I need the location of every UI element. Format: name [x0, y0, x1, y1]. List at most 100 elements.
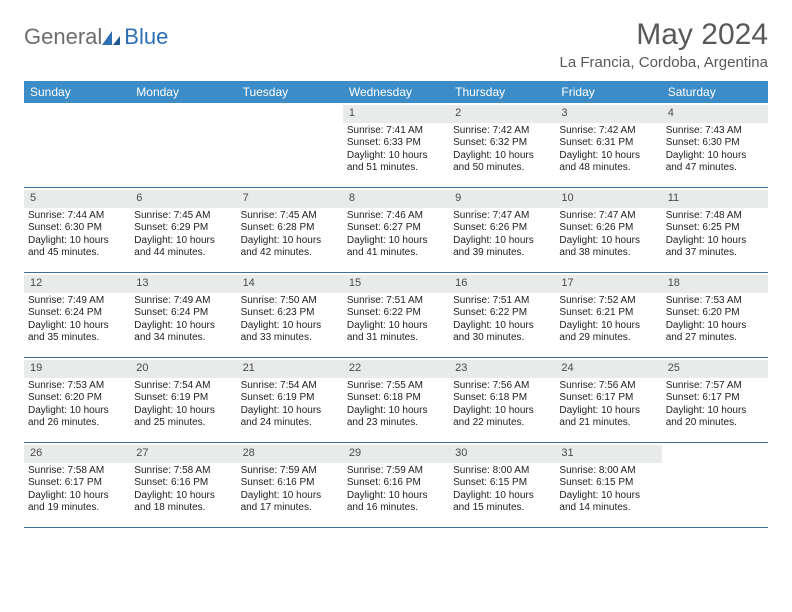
daylight-line: Daylight: 10 hours and 51 minutes. [347, 150, 445, 175]
day-number: 17 [555, 275, 661, 293]
sunset-line: Sunset: 6:19 PM [241, 392, 339, 405]
sunrise-line: Sunrise: 7:51 AM [453, 295, 551, 308]
day-cell: 9Sunrise: 7:47 AMSunset: 6:26 PMDaylight… [449, 188, 555, 272]
day-number: 21 [237, 360, 343, 378]
sunset-line: Sunset: 6:25 PM [666, 222, 764, 235]
day-cell [237, 103, 343, 187]
day-header: Tuesday [237, 81, 343, 103]
sunrise-line: Sunrise: 7:46 AM [347, 210, 445, 223]
day-cell: 4Sunrise: 7:43 AMSunset: 6:30 PMDaylight… [662, 103, 768, 187]
daylight-line: Daylight: 10 hours and 44 minutes. [134, 235, 232, 260]
daylight-line: Daylight: 10 hours and 38 minutes. [559, 235, 657, 260]
sunrise-line: Sunrise: 7:59 AM [347, 465, 445, 478]
daylight-line: Daylight: 10 hours and 30 minutes. [453, 320, 551, 345]
daylight-line: Daylight: 10 hours and 50 minutes. [453, 150, 551, 175]
day-number: 22 [343, 360, 449, 378]
weeks-container: 1Sunrise: 7:41 AMSunset: 6:33 PMDaylight… [24, 103, 768, 528]
sunrise-line: Sunrise: 7:49 AM [134, 295, 232, 308]
brand-logo: General Blue [24, 18, 168, 50]
sunrise-line: Sunrise: 7:58 AM [134, 465, 232, 478]
day-cell: 30Sunrise: 8:00 AMSunset: 6:15 PMDayligh… [449, 443, 555, 527]
day-number: 29 [343, 445, 449, 463]
day-cell: 8 Sunrise: 7:46 AMSunset: 6:27 PMDaylight… [343, 188, 449, 272]
sunrise-line: Sunrise: 7:51 AM [347, 295, 445, 308]
day-number: 8 [343, 190, 449, 208]
brand-text-1: General [24, 24, 102, 50]
sunrise-line: Sunrise: 7:52 AM [559, 295, 657, 308]
sunrise-line: Sunrise: 7:44 AM [28, 210, 126, 223]
daylight-line: Daylight: 10 hours and 22 minutes. [453, 405, 551, 430]
sunrise-line: Sunrise: 7:55 AM [347, 380, 445, 393]
day-number: 31 [555, 445, 661, 463]
daylight-line: Daylight: 10 hours and 41 minutes. [347, 235, 445, 260]
sunrise-line: Sunrise: 7:59 AM [241, 465, 339, 478]
sunrise-line: Sunrise: 7:45 AM [241, 210, 339, 223]
day-number: 27 [130, 445, 236, 463]
sunset-line: Sunset: 6:17 PM [666, 392, 764, 405]
sunset-line: Sunset: 6:21 PM [559, 307, 657, 320]
daylight-line: Daylight: 10 hours and 47 minutes. [666, 150, 764, 175]
sunset-line: Sunset: 6:20 PM [666, 307, 764, 320]
sunset-line: Sunset: 6:22 PM [347, 307, 445, 320]
sail-icon [100, 29, 122, 47]
sunrise-line: Sunrise: 7:41 AM [347, 125, 445, 138]
day-number: 5 [24, 190, 130, 208]
day-number: 11 [662, 190, 768, 208]
day-number: 26 [24, 445, 130, 463]
daylight-line: Daylight: 10 hours and 33 minutes. [241, 320, 339, 345]
day-number: 1 [343, 105, 449, 123]
sunset-line: Sunset: 6:15 PM [559, 477, 657, 490]
week-row: 19Sunrise: 7:53 AMSunset: 6:20 PMDayligh… [24, 358, 768, 443]
day-number: 15 [343, 275, 449, 293]
day-cell: 13Sunrise: 7:49 AMSunset: 6:24 PMDayligh… [130, 273, 236, 357]
sunrise-line: Sunrise: 7:45 AM [134, 210, 232, 223]
sunrise-line: Sunrise: 7:49 AM [28, 295, 126, 308]
day-cell: 31Sunrise: 8:00 AMSunset: 6:15 PMDayligh… [555, 443, 661, 527]
day-number: 19 [24, 360, 130, 378]
sunset-line: Sunset: 6:26 PM [453, 222, 551, 235]
sunrise-line: Sunrise: 8:00 AM [559, 465, 657, 478]
daylight-line: Daylight: 10 hours and 23 minutes. [347, 405, 445, 430]
day-cell: 23Sunrise: 7:56 AMSunset: 6:18 PMDayligh… [449, 358, 555, 442]
sunrise-line: Sunrise: 7:53 AM [666, 295, 764, 308]
sunset-line: Sunset: 6:30 PM [666, 137, 764, 150]
day-cell: 5Sunrise: 7:44 AMSunset: 6:30 PMDaylight… [24, 188, 130, 272]
daylight-line: Daylight: 10 hours and 48 minutes. [559, 150, 657, 175]
day-cell: 28Sunrise: 7:59 AMSunset: 6:16 PMDayligh… [237, 443, 343, 527]
day-cell: 25Sunrise: 7:57 AMSunset: 6:17 PMDayligh… [662, 358, 768, 442]
day-cell: 11Sunrise: 7:48 AMSunset: 6:25 PMDayligh… [662, 188, 768, 272]
day-cell: 12Sunrise: 7:49 AMSunset: 6:24 PMDayligh… [24, 273, 130, 357]
sunset-line: Sunset: 6:19 PM [134, 392, 232, 405]
day-header: Thursday [449, 81, 555, 103]
day-cell: 1 Sunrise: 7:41 AMSunset: 6:33 PMDaylight… [343, 103, 449, 187]
day-cell: 29Sunrise: 7:59 AMSunset: 6:16 PMDayligh… [343, 443, 449, 527]
daylight-line: Daylight: 10 hours and 29 minutes. [559, 320, 657, 345]
daylight-line: Daylight: 10 hours and 27 minutes. [666, 320, 764, 345]
day-number: 9 [449, 190, 555, 208]
sunset-line: Sunset: 6:32 PM [453, 137, 551, 150]
day-cell: 22 Sunrise: 7:55 AMSunset: 6:18 PMDayligh… [343, 358, 449, 442]
day-cell: 16Sunrise: 7:51 AMSunset: 6:22 PMDayligh… [449, 273, 555, 357]
day-cell: 14Sunrise: 7:50 AMSunset: 6:23 PMDayligh… [237, 273, 343, 357]
day-number: 28 [237, 445, 343, 463]
sunset-line: Sunset: 6:27 PM [347, 222, 445, 235]
day-cell: 6Sunrise: 7:45 AMSunset: 6:29 PMDaylight… [130, 188, 236, 272]
day-number: 23 [449, 360, 555, 378]
sunset-line: Sunset: 6:15 PM [453, 477, 551, 490]
calendar-page: General Blue May 2024 La Francia, Cordob… [0, 0, 792, 546]
sunset-line: Sunset: 6:22 PM [453, 307, 551, 320]
sunset-line: Sunset: 6:33 PM [347, 137, 445, 150]
day-number: 6 [130, 190, 236, 208]
daylight-line: Daylight: 10 hours and 35 minutes. [28, 320, 126, 345]
sunset-line: Sunset: 6:18 PM [347, 392, 445, 405]
day-header: Monday [130, 81, 236, 103]
day-cell [662, 443, 768, 527]
day-cell: 20Sunrise: 7:54 AMSunset: 6:19 PMDayligh… [130, 358, 236, 442]
day-cell: 24Sunrise: 7:56 AMSunset: 6:17 PMDayligh… [555, 358, 661, 442]
sunset-line: Sunset: 6:17 PM [559, 392, 657, 405]
sunrise-line: Sunrise: 7:56 AM [559, 380, 657, 393]
day-number: 12 [24, 275, 130, 293]
day-cell [24, 103, 130, 187]
daylight-line: Daylight: 10 hours and 26 minutes. [28, 405, 126, 430]
brand-text-2: Blue [124, 24, 168, 50]
